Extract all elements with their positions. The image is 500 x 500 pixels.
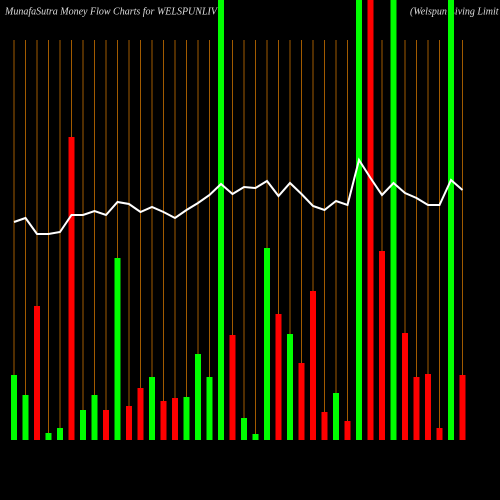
bar [356,0,362,440]
bar [344,421,351,440]
bar [68,137,75,440]
bar [448,0,454,440]
bar [57,428,63,440]
bar [103,410,109,440]
bar [11,375,17,440]
bar [459,375,466,440]
bar [34,306,40,440]
bar [229,335,236,440]
bar [183,397,190,440]
bar [264,248,270,440]
bar [367,0,374,440]
bar [218,0,224,440]
bar [310,291,316,440]
bar [91,395,98,440]
bar [390,0,397,440]
chart-title: MunafaSutra Money Flow Charts for WELSPU… [4,6,219,17]
bar [149,377,155,440]
bar [252,434,259,440]
bar [206,377,213,440]
chart-subtitle: (Welspun Living Limit [410,6,499,17]
bar [195,354,201,440]
bar [241,418,247,440]
bar [22,395,29,440]
bar [80,410,86,440]
bar [287,334,293,440]
bar [160,401,167,440]
bar [425,374,431,440]
bar [333,393,339,440]
bar [436,428,443,440]
bar [114,258,121,440]
bar [137,388,144,440]
bar [298,363,305,440]
bar [379,251,385,440]
bar [126,406,132,440]
bar [321,412,328,440]
bar [45,433,52,440]
bar [413,377,420,440]
money-flow-line [13,157,464,235]
bar [402,333,408,440]
bar [275,314,282,440]
bar [172,398,178,440]
